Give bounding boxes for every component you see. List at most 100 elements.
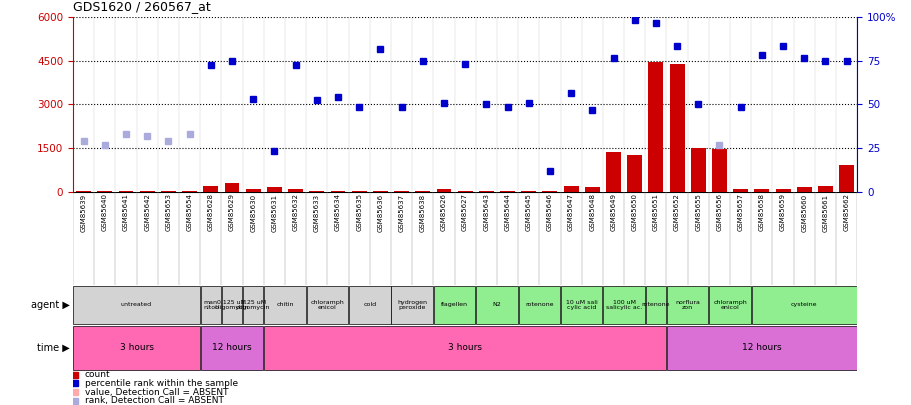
- Bar: [288, 189, 302, 192]
- Text: N2: N2: [492, 303, 501, 307]
- Bar: [669, 64, 684, 192]
- Text: GSM85637: GSM85637: [398, 194, 404, 232]
- Bar: [476, 286, 517, 324]
- Bar: [563, 186, 578, 192]
- Text: GSM85648: GSM85648: [589, 194, 595, 231]
- Bar: [499, 191, 515, 192]
- Text: GSM85629: GSM85629: [229, 194, 235, 231]
- Text: chloramph
enicol: chloramph enicol: [712, 300, 746, 310]
- Text: rotenone: rotenone: [525, 303, 553, 307]
- Text: 100 uM
salicylic ac.: 100 uM salicylic ac.: [605, 300, 641, 310]
- Text: GSM85652: GSM85652: [673, 194, 680, 231]
- Text: rank, Detection Call = ABSENT: rank, Detection Call = ABSENT: [85, 396, 223, 405]
- Bar: [817, 186, 832, 192]
- Text: GSM85649: GSM85649: [609, 194, 616, 231]
- Bar: [732, 189, 747, 192]
- Bar: [691, 148, 705, 192]
- Bar: [711, 149, 726, 192]
- Bar: [753, 189, 769, 192]
- Text: chloramph
enicol: chloramph enicol: [310, 300, 343, 310]
- Bar: [457, 191, 472, 192]
- Text: untreated: untreated: [121, 303, 152, 307]
- Bar: [666, 286, 708, 324]
- Text: cold: cold: [363, 303, 376, 307]
- Text: 12 hours: 12 hours: [212, 343, 251, 352]
- Bar: [242, 286, 263, 324]
- Text: hydrogen
peroxide: hydrogen peroxide: [396, 300, 426, 310]
- Bar: [391, 286, 433, 324]
- Bar: [648, 62, 662, 192]
- Bar: [751, 286, 856, 324]
- Bar: [796, 187, 811, 192]
- Bar: [415, 191, 430, 192]
- Text: GSM85639: GSM85639: [80, 194, 87, 232]
- Text: GSM85644: GSM85644: [504, 194, 510, 231]
- Text: GSM85658: GSM85658: [758, 194, 764, 231]
- Bar: [542, 191, 557, 192]
- Text: GSM85627: GSM85627: [462, 194, 467, 231]
- Text: GSM85659: GSM85659: [779, 194, 785, 231]
- Text: man
nitol: man nitol: [203, 300, 218, 310]
- Bar: [139, 191, 154, 192]
- Text: GSM85662: GSM85662: [843, 194, 849, 231]
- Text: GSM85661: GSM85661: [822, 194, 827, 232]
- Text: GSM85651: GSM85651: [652, 194, 658, 231]
- Text: GSM85657: GSM85657: [737, 194, 742, 231]
- Bar: [97, 191, 112, 192]
- Text: GSM85642: GSM85642: [144, 194, 150, 231]
- Text: GSM85632: GSM85632: [292, 194, 298, 231]
- Text: GSM85655: GSM85655: [694, 194, 701, 231]
- Bar: [203, 186, 218, 192]
- Text: GSM85650: GSM85650: [631, 194, 637, 231]
- Bar: [182, 191, 197, 192]
- Text: 3 hours: 3 hours: [447, 343, 482, 352]
- Bar: [645, 286, 665, 324]
- Text: GSM85654: GSM85654: [187, 194, 192, 231]
- Text: GSM85633: GSM85633: [313, 194, 320, 232]
- Text: GSM85647: GSM85647: [568, 194, 574, 231]
- Bar: [160, 190, 176, 192]
- Bar: [264, 326, 665, 370]
- Bar: [478, 191, 493, 192]
- Bar: [603, 286, 644, 324]
- Bar: [434, 286, 475, 324]
- Text: GSM85636: GSM85636: [377, 194, 383, 232]
- Bar: [221, 286, 241, 324]
- Text: 10 uM sali
cylic acid: 10 uM sali cylic acid: [565, 300, 597, 310]
- Bar: [118, 191, 133, 192]
- Text: time ▶: time ▶: [37, 343, 70, 353]
- Bar: [606, 152, 620, 192]
- Bar: [330, 191, 345, 192]
- Bar: [584, 187, 599, 192]
- Bar: [76, 191, 91, 192]
- Bar: [838, 165, 854, 192]
- Bar: [200, 326, 263, 370]
- Text: GDS1620 / 260567_at: GDS1620 / 260567_at: [73, 0, 210, 13]
- Text: percentile rank within the sample: percentile rank within the sample: [85, 379, 238, 388]
- Bar: [309, 191, 323, 192]
- Bar: [264, 286, 305, 324]
- Text: 1.25 uM
oligomycin: 1.25 uM oligomycin: [236, 300, 270, 310]
- Bar: [306, 286, 348, 324]
- Text: GSM85635: GSM85635: [355, 194, 362, 231]
- Bar: [200, 286, 220, 324]
- Text: GSM85643: GSM85643: [483, 194, 489, 231]
- Text: GSM85626: GSM85626: [440, 194, 446, 231]
- Text: value, Detection Call = ABSENT: value, Detection Call = ABSENT: [85, 388, 228, 396]
- Bar: [73, 326, 200, 370]
- Bar: [73, 286, 200, 324]
- Text: GSM85638: GSM85638: [419, 194, 425, 232]
- Text: cysteine: cysteine: [790, 303, 816, 307]
- Bar: [245, 189, 261, 192]
- Text: 0.125 uM
oligomycin: 0.125 uM oligomycin: [214, 300, 249, 310]
- Bar: [224, 183, 239, 192]
- Text: 12 hours: 12 hours: [742, 343, 781, 352]
- Bar: [518, 286, 559, 324]
- Bar: [436, 189, 451, 192]
- Bar: [394, 191, 408, 192]
- Bar: [775, 189, 790, 192]
- Bar: [267, 187, 281, 192]
- Bar: [627, 155, 641, 192]
- Text: GSM85628: GSM85628: [208, 194, 213, 231]
- Bar: [373, 191, 387, 192]
